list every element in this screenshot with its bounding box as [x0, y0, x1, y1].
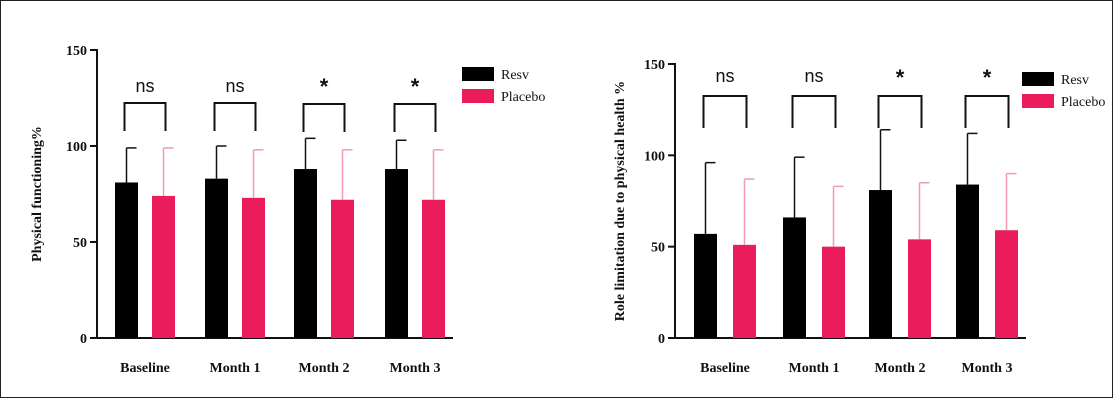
legend-label-resv: Resv: [501, 68, 529, 83]
significance-bracket: [877, 95, 923, 128]
legend-label-resv: Resv: [1061, 73, 1089, 88]
legend-label-placebo: Placebo: [1061, 95, 1105, 110]
significance-label: *: [896, 65, 905, 90]
significance-bracket: [213, 102, 257, 131]
bar-resv-1: [115, 182, 138, 338]
bar-placebo-4: [995, 230, 1018, 338]
significance-bracket: [791, 95, 837, 128]
x-tick-label: Month 2: [299, 361, 350, 376]
bar-placebo-3: [331, 199, 354, 338]
y-tick-label: 100: [644, 149, 665, 164]
chart-1: 0 50 100 150 Physical functioning% ns Baseline…: [30, 44, 545, 376]
significance-bracket: [393, 103, 437, 132]
bar-resv-4: [956, 184, 979, 338]
y-tick-label: 150: [66, 44, 87, 59]
legend-swatch-resv: [462, 67, 494, 81]
significance-bracket: [123, 102, 167, 131]
bar-placebo-1: [733, 244, 756, 338]
y-tick-label: 150: [644, 58, 665, 73]
bar-resv-3: [869, 190, 892, 338]
y-axis-label: Physical functioning%: [30, 126, 45, 262]
legend-swatch-placebo: [1022, 94, 1054, 108]
y-tick-label: 0: [80, 332, 87, 347]
bar-resv-1: [694, 233, 717, 338]
y-tick-label: 0: [658, 332, 665, 347]
legend-swatch-placebo: [462, 89, 494, 103]
bar-resv-2: [205, 178, 228, 338]
bar-resv-4: [385, 169, 408, 338]
chart-2: 0 50 100 150 Role limitation due to physical…: [613, 58, 1105, 376]
significance-bracket: [964, 95, 1010, 128]
x-tick-label: Month 2: [875, 361, 926, 376]
bar-placebo-2: [242, 197, 265, 338]
x-tick-label: Month 3: [390, 361, 441, 376]
significance-label: *: [411, 74, 420, 99]
x-tick-label: Baseline: [700, 361, 750, 376]
bar-placebo-1: [152, 195, 175, 338]
significance-label: ns: [715, 66, 734, 86]
legend-label-placebo: Placebo: [501, 90, 545, 105]
bar-resv-2: [783, 217, 806, 338]
significance-label: ns: [135, 76, 154, 96]
x-tick-label: Baseline: [120, 361, 170, 376]
y-tick-label: 50: [651, 241, 665, 256]
bar-placebo-4: [422, 199, 445, 338]
significance-label: *: [320, 74, 329, 99]
bar-resv-3: [294, 169, 317, 338]
x-tick-label: Month 1: [789, 361, 840, 376]
x-tick-label: Month 1: [210, 361, 261, 376]
x-tick-label: Month 3: [962, 361, 1013, 376]
significance-label: *: [983, 65, 992, 90]
legend-swatch-resv: [1022, 72, 1054, 86]
bar-placebo-2: [822, 246, 845, 338]
y-tick-label: 100: [66, 140, 87, 155]
significance-bracket: [302, 103, 346, 132]
significance-bracket: [702, 95, 748, 128]
y-axis-label: Role limitation due to physical health %: [613, 81, 628, 321]
significance-label: ns: [225, 76, 244, 96]
significance-label: ns: [804, 66, 823, 86]
y-tick-label: 50: [73, 236, 87, 251]
bar-placebo-3: [908, 239, 931, 338]
